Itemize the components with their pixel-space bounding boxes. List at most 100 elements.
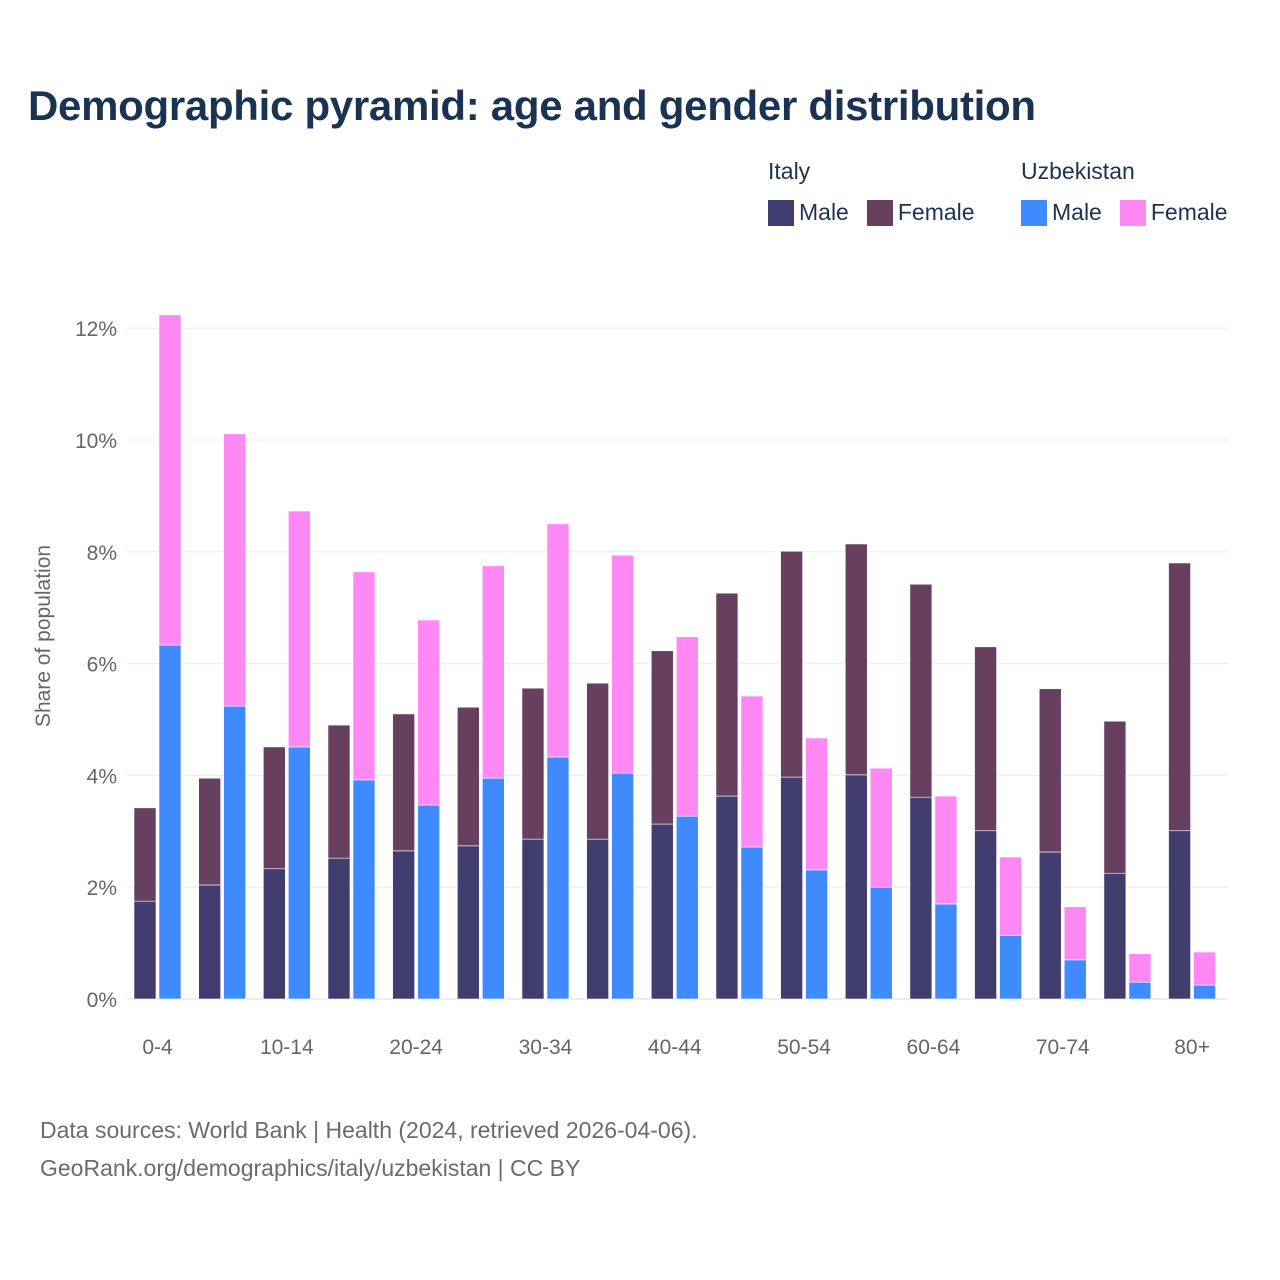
bar-italy-male (1168, 830, 1191, 1000)
bar-uzbekistan-female (869, 767, 893, 888)
bar-uzbekistan-male (740, 846, 764, 1000)
bar-uzbekistan-female (417, 619, 440, 806)
bar-italy-female (844, 543, 868, 776)
bar-italy-female (780, 550, 803, 778)
bar-italy-male (521, 838, 545, 1000)
x-tick-label: 20-24 (389, 1036, 443, 1059)
legend-label: Male (799, 199, 849, 225)
footer-source: Data sources: World Bank | Health (2024,… (40, 1117, 698, 1143)
x-tick-label: 80+ (1174, 1036, 1210, 1059)
bar-uzbekistan-male (611, 772, 634, 1000)
chart-title: Demographic pyramid: age and gender dist… (28, 82, 1036, 129)
y-tick-label: 10% (75, 430, 117, 453)
bar-uzbekistan-female (288, 510, 311, 748)
bar-italy-female (327, 724, 351, 859)
y-tick-label: 0% (87, 989, 117, 1012)
bar-uzbekistan-male (934, 903, 958, 1000)
bar-uzbekistan-female (1063, 906, 1087, 961)
bar-uzbekistan-male (352, 779, 376, 1000)
bar-uzbekistan-female (934, 795, 958, 905)
legend-swatch (1119, 199, 1146, 226)
bar-uzbekistan-male (158, 644, 182, 1000)
y-tick-label: 4% (87, 765, 117, 788)
y-tick-label: 2% (87, 877, 117, 900)
bar-uzbekistan-male (999, 934, 1022, 1000)
bar-italy-female (521, 687, 545, 840)
bar-italy-male (392, 850, 415, 1000)
bar-uzbekistan-male (1193, 984, 1216, 1000)
bar-italy-male (198, 884, 221, 1000)
bar-italy-female (263, 746, 286, 870)
bar-uzbekistan-female (999, 856, 1022, 936)
bar-italy-female (198, 777, 221, 886)
legend-group-title: Italy (768, 158, 811, 184)
bar-uzbekistan-female (546, 523, 570, 758)
bar-italy-female (1103, 720, 1127, 874)
legend-swatch (866, 199, 893, 226)
y-tick-label: 12% (75, 318, 117, 341)
y-axis-label: Share of population (32, 545, 55, 727)
bar-italy-female (1038, 688, 1062, 853)
x-tick-label: 70-74 (1036, 1036, 1090, 1059)
legend-swatch (768, 199, 794, 226)
bar-uzbekistan-female (740, 695, 764, 848)
bar-uzbekistan-male (675, 815, 699, 1000)
bar-uzbekistan-male (805, 869, 828, 1000)
legend-group-italy: Italy Male Female (768, 158, 975, 226)
bar-italy-male (1103, 872, 1127, 1000)
bar-italy-female (1168, 562, 1191, 832)
legend-label: Female (897, 199, 975, 225)
bar-italy-female (909, 583, 933, 798)
legend-item-uzbekistan-male[interactable]: Male (1021, 199, 1102, 226)
bar-italy-female (456, 706, 480, 847)
bar-italy-male (456, 845, 480, 1000)
bar-uzbekistan-female (352, 571, 376, 781)
bar-uzbekistan-female (805, 737, 828, 871)
legend-item-italy-female[interactable]: Female (866, 199, 975, 226)
bar-uzbekistan-male (1128, 981, 1152, 1000)
bar-italy-male (650, 823, 674, 1000)
chart-plot: 0% 2% 4% 6% 8% 10% 12% 0-4 10-14 20-24 30-34 40-44… (32, 314, 1228, 1059)
bar-uzbekistan-male (417, 804, 440, 1000)
bar-italy-male (780, 776, 803, 1000)
x-tick-label: 60-64 (907, 1036, 961, 1059)
legend-group-uzbekistan: Uzbekistan Male Female (1021, 158, 1228, 226)
bar-uzbekistan-female (675, 636, 699, 817)
x-tick-label: 10-14 (260, 1036, 314, 1059)
bar-italy-male (844, 774, 868, 1000)
bar-italy-male (1038, 851, 1062, 1000)
x-tick-label: 40-44 (648, 1036, 702, 1059)
bar-italy-male (263, 868, 286, 1000)
bar-italy-female (715, 592, 739, 797)
bar-uzbekistan-male (546, 756, 570, 1000)
bar-uzbekistan-female (611, 554, 634, 774)
bar-uzbekistan-female (1193, 951, 1216, 986)
footer-url[interactable]: GeoRank.org/demographics/italy/uzbekista… (40, 1155, 581, 1181)
legend-group-title: Uzbekistan (1021, 158, 1135, 184)
x-tick-label: 50-54 (777, 1036, 831, 1059)
bar-italy-male (909, 796, 933, 1000)
bar-uzbekistan-female (158, 314, 182, 646)
legend-item-uzbekistan-female[interactable]: Female (1119, 199, 1228, 226)
bar-uzbekistan-female (223, 433, 246, 707)
bar-italy-male (715, 795, 739, 1000)
bar-uzbekistan-male (288, 746, 311, 1000)
bar-italy-male (586, 838, 609, 1000)
bar-uzbekistan-male (223, 705, 246, 1000)
bar-uzbekistan-male (869, 886, 893, 1000)
bar-italy-female (392, 713, 415, 852)
bar-italy-female (650, 650, 674, 825)
y-tick-label: 8% (87, 542, 117, 565)
bar-uzbekistan-female (1128, 953, 1152, 983)
bar-uzbekistan-male (1063, 959, 1087, 1000)
bar-italy-male (327, 857, 351, 1000)
bar-uzbekistan-male (481, 777, 505, 1000)
bar-uzbekistan-female (481, 565, 505, 779)
legend-item-italy-male[interactable]: Male (768, 199, 849, 226)
x-tick-label: 0-4 (142, 1036, 173, 1059)
bar-italy-male (974, 830, 997, 1000)
bar-italy-male (133, 900, 157, 1000)
y-tick-label: 6% (87, 654, 117, 677)
legend-swatch (1021, 199, 1047, 226)
legend-label: Male (1052, 199, 1102, 225)
